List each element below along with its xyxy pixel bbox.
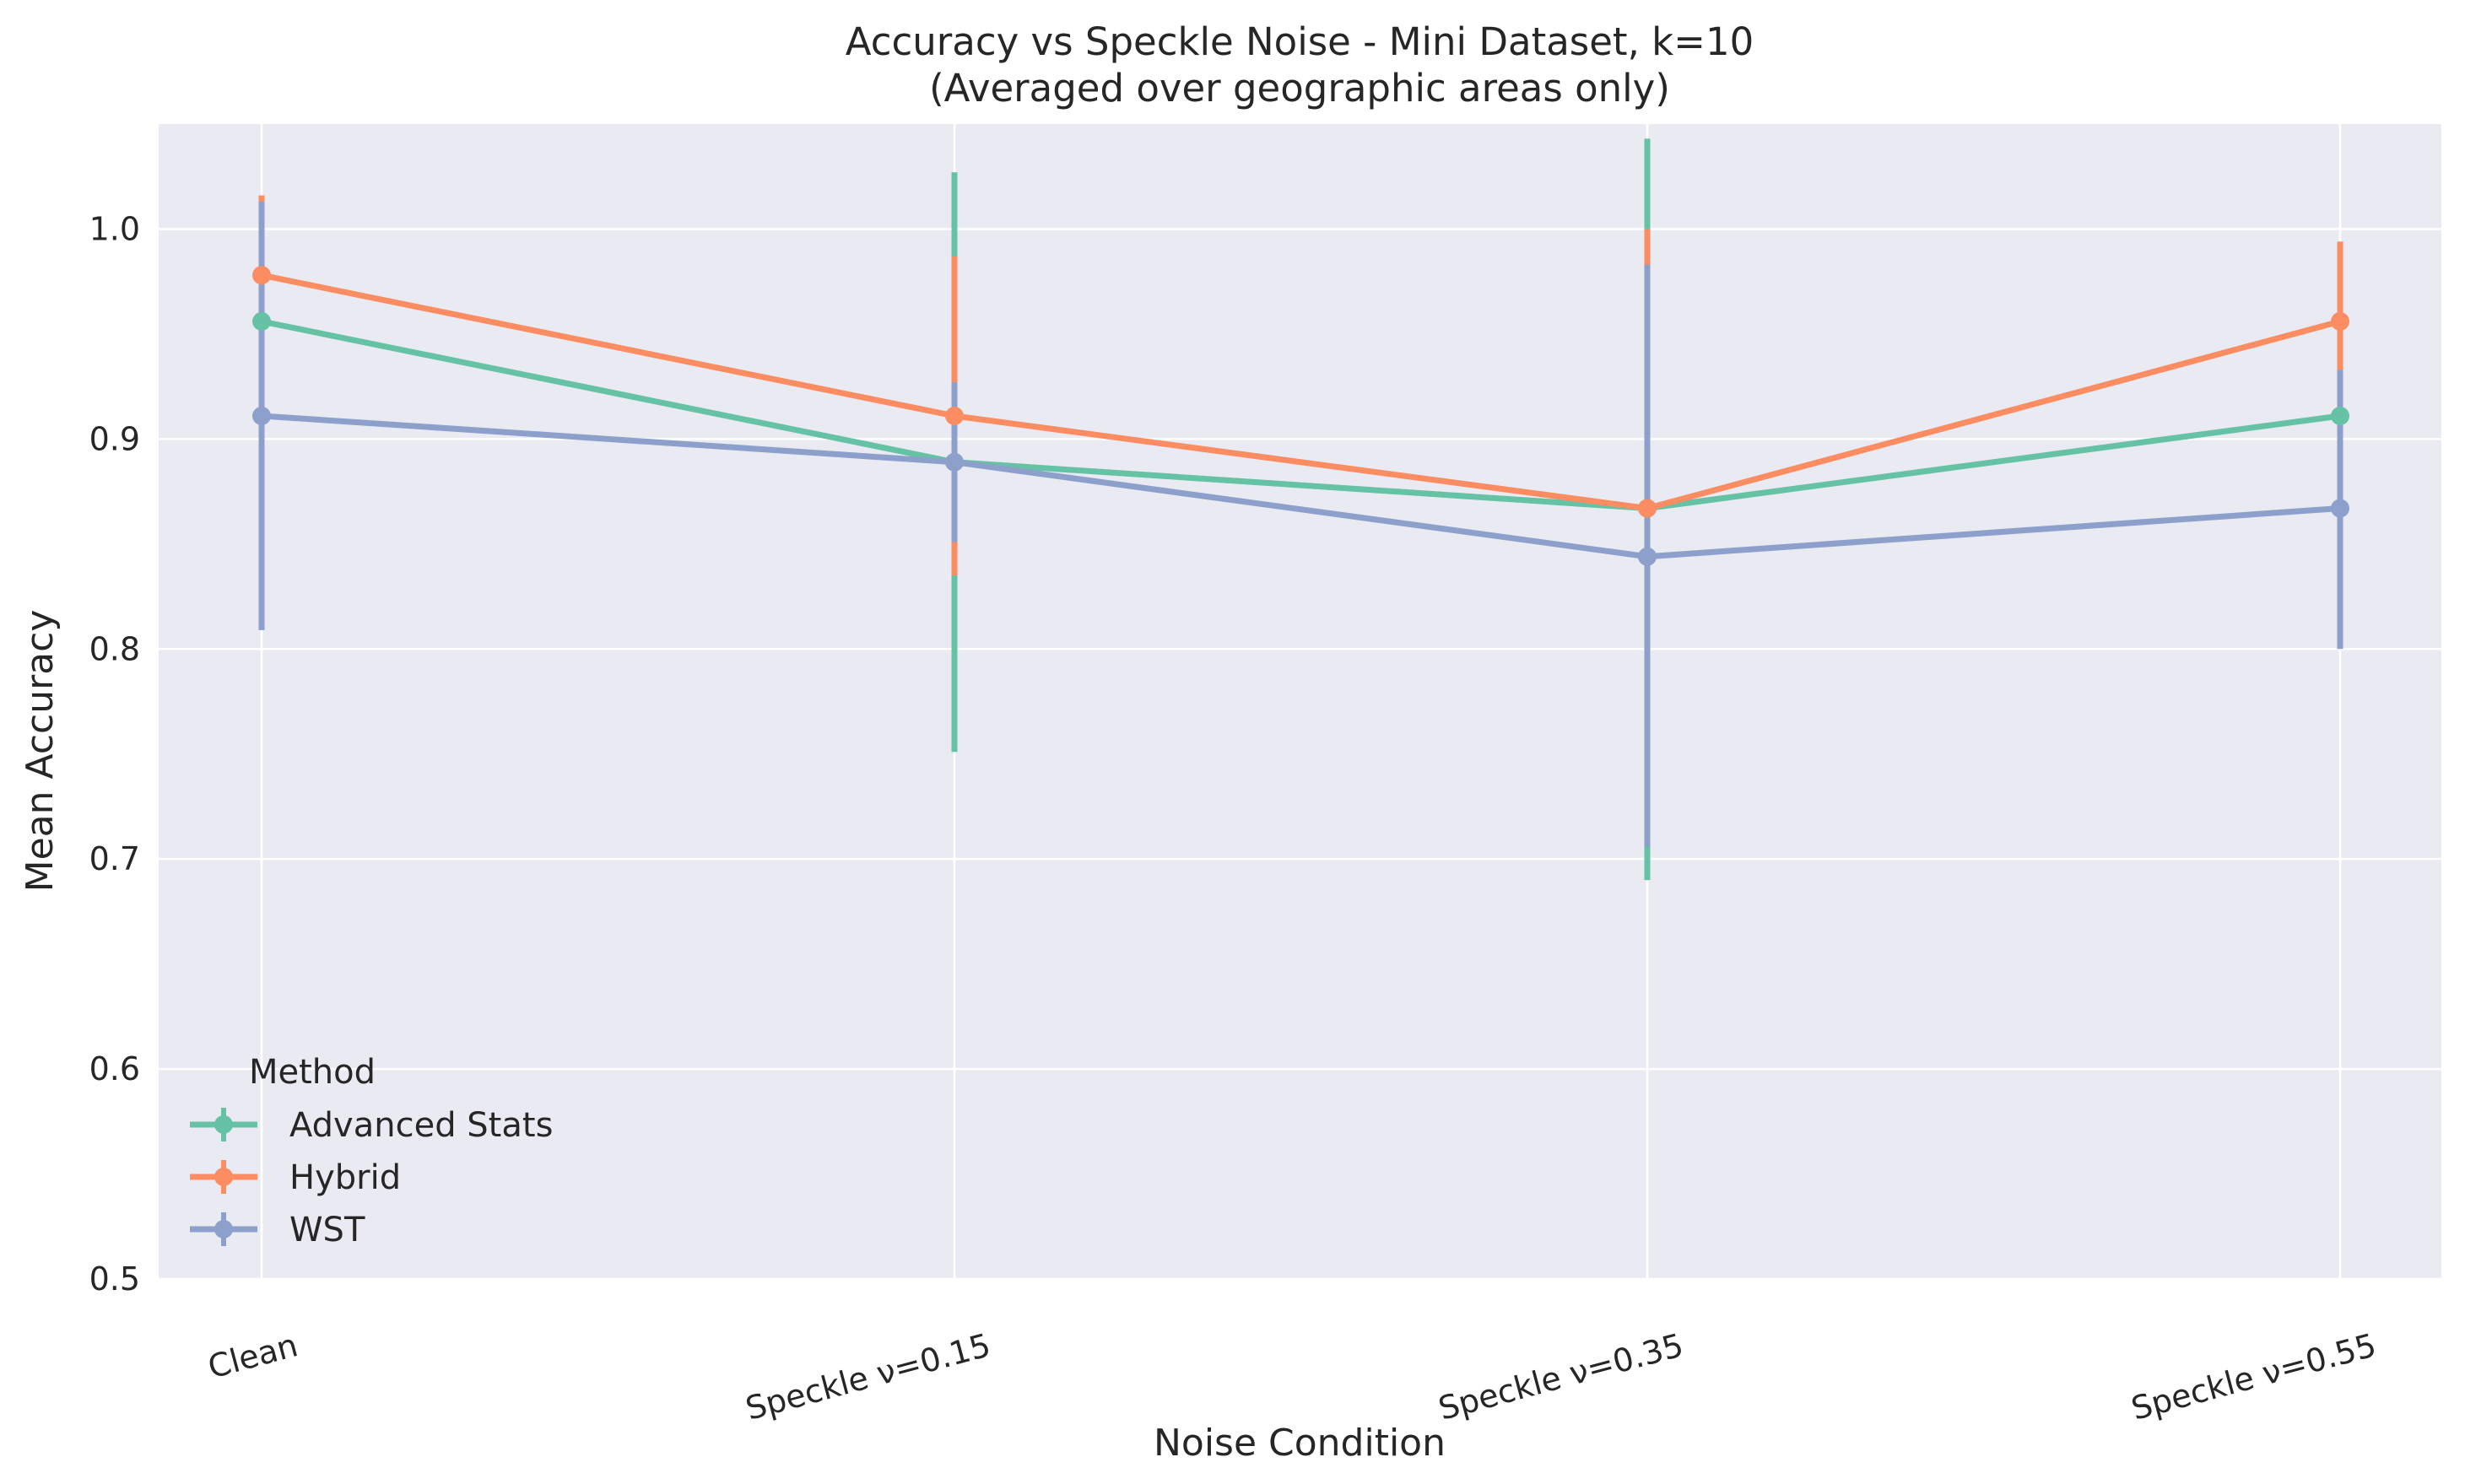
data-point-hybrid (1638, 499, 1657, 518)
chart-title: Accuracy vs Speckle Noise - Mini Dataset… (846, 19, 1754, 64)
y-axis-label: Mean Accuracy (19, 610, 62, 893)
chart-subtitle: (Averaged over geographic areas only) (929, 66, 1670, 111)
legend-label: Advanced Stats (289, 1106, 553, 1145)
y-tick-label: 0.7 (89, 840, 140, 877)
series-line-advanced-stats (258, 318, 2343, 512)
data-point-advanced-stats (252, 311, 271, 331)
data-point-advanced-stats (2331, 406, 2349, 425)
legend-label: WST (289, 1211, 365, 1249)
y-tick-label: 0.5 (89, 1260, 140, 1298)
data-point-wst (252, 406, 271, 425)
y-tick-label: 0.9 (89, 420, 140, 457)
legend-swatch-marker (214, 1168, 233, 1186)
y-tick-label: 0.8 (89, 630, 140, 667)
legend-swatch-marker (214, 1220, 233, 1238)
data-point-wst (1638, 547, 1657, 566)
series-line-wst (258, 413, 2343, 560)
legend-item-advanced-stats: Advanced Stats (190, 1106, 553, 1145)
series-markers (252, 266, 2349, 566)
data-point-hybrid (945, 406, 964, 425)
legend-items: Advanced Stats Hybrid WST (190, 1106, 553, 1249)
data-point-hybrid (252, 266, 271, 285)
legend-item-wst: WST (190, 1211, 365, 1249)
series-line-hybrid (258, 272, 2343, 512)
legend-label: Hybrid (289, 1158, 401, 1197)
legend: Method Advanced Stats Hybrid WST (190, 1053, 553, 1249)
y-tick-label: 1.0 (89, 210, 140, 247)
y-tick-labels: 0.5 0.6 0.7 0.8 0.9 1.0 (89, 210, 140, 1298)
y-tick-label: 0.6 (89, 1050, 140, 1087)
data-point-wst (945, 452, 964, 472)
legend-item-hybrid: Hybrid (190, 1158, 401, 1197)
legend-title: Method (249, 1053, 376, 1092)
legend-swatch-marker (214, 1115, 233, 1134)
data-point-hybrid (2331, 311, 2349, 331)
data-point-wst (2331, 499, 2349, 518)
series-lines (258, 272, 2343, 560)
x-axis-label: Noise Condition (1154, 1422, 1446, 1465)
plot-area (159, 124, 2441, 1279)
